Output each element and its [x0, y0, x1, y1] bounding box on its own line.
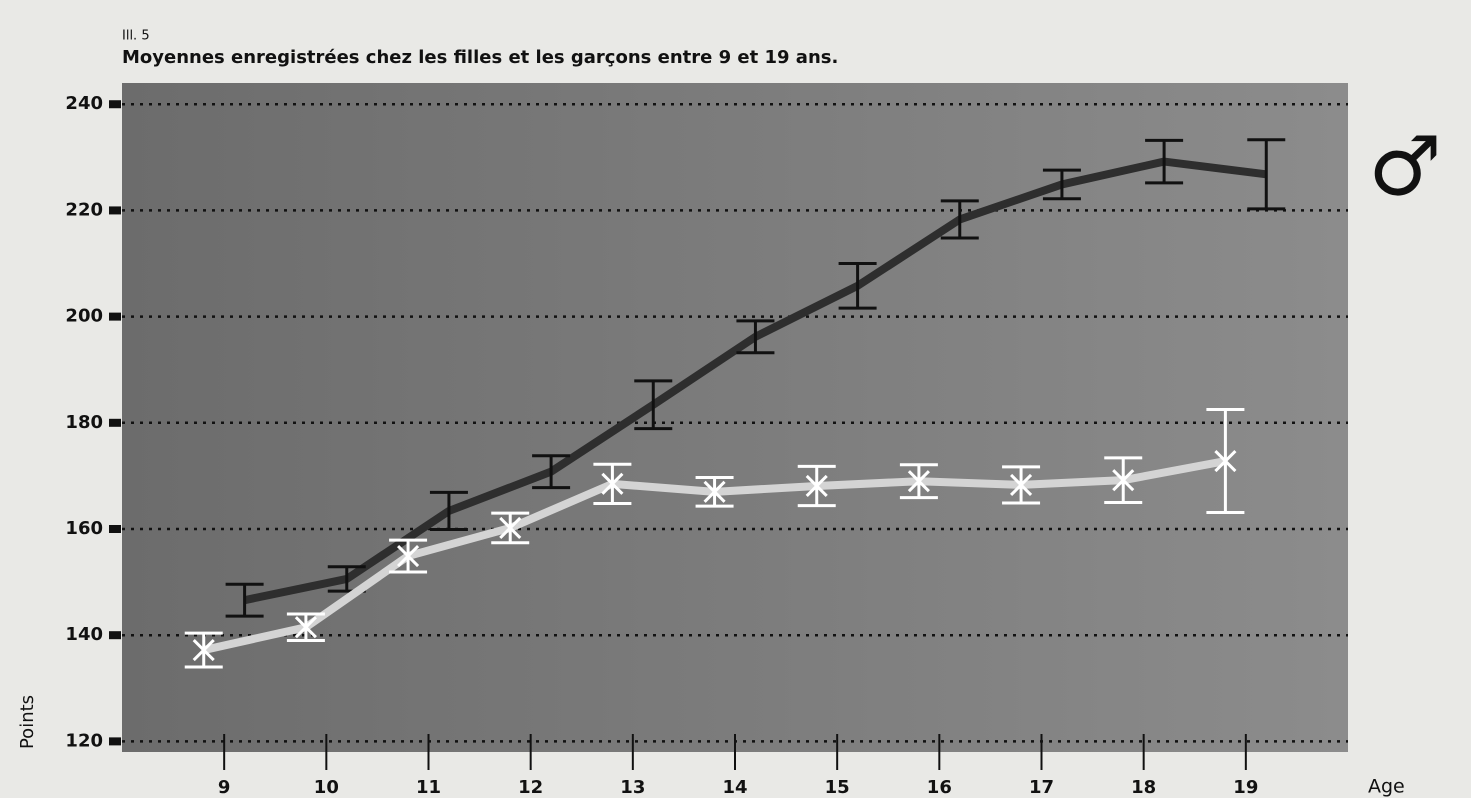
- chart-title: Moyennes enregistrées chez les filles et…: [122, 47, 838, 68]
- x-tick-label: 10: [314, 777, 339, 798]
- x-tick-label: 13: [620, 777, 645, 798]
- x-tick-label: 16: [927, 777, 952, 798]
- x-tick-label: 18: [1131, 777, 1156, 798]
- point-marker: [907, 470, 930, 493]
- y-tick-label: 160: [65, 518, 103, 539]
- point-marker: [294, 616, 317, 639]
- x-tick-label: 12: [518, 777, 543, 798]
- y-tick-label: 220: [65, 199, 103, 220]
- y-tick: [109, 631, 121, 640]
- figure-label: Ill. 5: [122, 29, 150, 44]
- y-tick: [109, 525, 121, 533]
- error-bar: [1145, 138, 1184, 185]
- error-bar: [429, 490, 468, 532]
- y-tick-label: 200: [65, 306, 103, 327]
- point-marker: [1112, 469, 1135, 492]
- point-marker: [601, 472, 624, 495]
- y-axis-label: Points: [17, 695, 38, 749]
- y-tick: [109, 737, 121, 746]
- point-marker: [1010, 473, 1033, 496]
- error-bar: [736, 319, 775, 355]
- x-tick-label: 9: [218, 777, 231, 798]
- point-marker: [397, 545, 420, 568]
- error-bar: [838, 262, 877, 310]
- y-tick: [109, 418, 121, 427]
- point-marker: [1214, 449, 1237, 473]
- y-tick-label: 240: [65, 93, 103, 114]
- plot-area: [122, 83, 1348, 752]
- error-bar: [1247, 138, 1286, 211]
- x-tick-label: 17: [1029, 777, 1054, 798]
- y-tick-label: 140: [65, 624, 103, 645]
- point-marker: [499, 516, 522, 539]
- point-marker: [805, 474, 828, 498]
- legend-label: ♂: [1368, 119, 1442, 214]
- y-tick: [109, 206, 121, 215]
- x-tick-label: 11: [416, 777, 441, 798]
- x-axis-label: Age: [1368, 776, 1405, 798]
- error-bar: [1042, 168, 1081, 201]
- y-tick-label: 180: [65, 412, 103, 433]
- x-tick-label: 19: [1233, 777, 1258, 798]
- y-tick: [109, 100, 121, 109]
- error-bar: [940, 199, 979, 240]
- y-tick-label: 120: [65, 730, 103, 751]
- error-bar: [532, 454, 571, 490]
- point-marker: [703, 480, 726, 503]
- y-tick: [109, 312, 121, 321]
- x-tick-label: 14: [722, 777, 747, 798]
- point-marker: [192, 638, 215, 662]
- error-bar: [634, 379, 673, 431]
- x-tick-label: 15: [825, 777, 850, 798]
- error-bar: [225, 582, 264, 618]
